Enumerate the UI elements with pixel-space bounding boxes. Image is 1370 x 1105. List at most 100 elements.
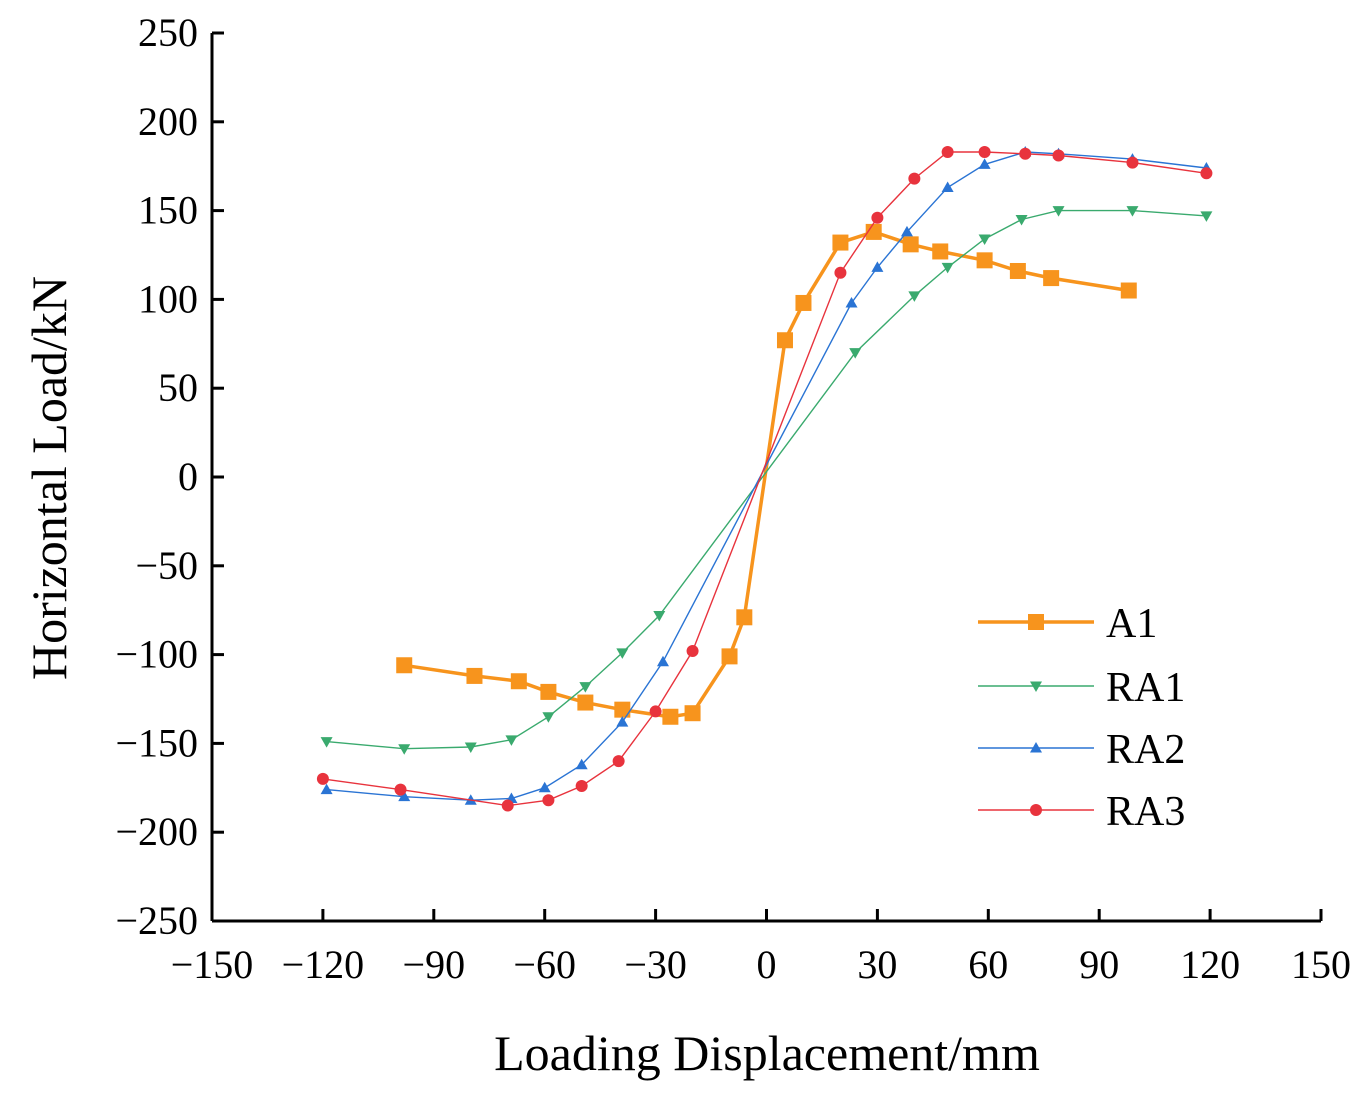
x-tick-label: −120: [282, 942, 365, 987]
data-point-a1: [540, 683, 557, 700]
data-point-a1: [577, 694, 594, 711]
data-point-a1: [736, 609, 753, 626]
data-point-a1: [1043, 270, 1060, 287]
data-point-ra1: [849, 348, 862, 359]
x-tick-label: 60: [968, 942, 1008, 987]
data-point-ra3: [575, 780, 588, 793]
series-ra3: [316, 145, 1213, 812]
data-point-ra2: [398, 790, 411, 802]
data-point-a1: [396, 657, 413, 674]
legend-label-a1: A1: [1106, 601, 1157, 647]
data-point-a1: [1120, 282, 1137, 299]
data-point-ra3: [941, 145, 954, 158]
data-point-ra3: [686, 645, 699, 658]
y-tick-label: −250: [115, 898, 198, 943]
data-point-ra2: [656, 655, 669, 667]
data-point-a1: [795, 294, 812, 311]
x-tick-label: 150: [1291, 942, 1351, 987]
data-point-ra2: [538, 781, 551, 793]
y-tick-label: 0: [178, 454, 198, 499]
y-tick-label: −200: [115, 809, 198, 854]
y-tick-label: 250: [138, 10, 198, 55]
data-point-ra3: [908, 172, 921, 185]
data-point-a1: [902, 236, 919, 253]
data-point-ra1: [579, 682, 592, 693]
data-point-ra2: [871, 261, 884, 272]
data-point-a1: [721, 648, 738, 665]
data-point-a1: [466, 667, 483, 684]
data-point-ra1: [653, 611, 666, 622]
x-tick-label: 0: [757, 942, 777, 987]
x-tick-label: 30: [857, 942, 897, 987]
data-point-ra1: [1052, 206, 1065, 217]
data-point-a1: [932, 243, 949, 260]
data-point-ra2: [978, 158, 991, 169]
data-point-ra1: [542, 712, 555, 723]
x-tick-label: −90: [403, 942, 466, 987]
data-point-ra2: [941, 181, 954, 193]
y-tick-label: 100: [138, 276, 198, 321]
data-point-ra1: [616, 648, 629, 659]
y-axis-title: Horizontal Load/kN: [21, 276, 77, 680]
x-tick-label: −30: [624, 942, 687, 987]
data-point-ra3: [612, 755, 625, 768]
legend-label-ra3: RA3: [1106, 789, 1185, 835]
x-tick-label: −60: [513, 942, 576, 987]
data-point-ra1: [398, 744, 411, 755]
series-line-a1: [403, 230, 1130, 719]
data-point-a1: [662, 708, 679, 725]
series-line-ra1: [326, 209, 1207, 750]
data-point-ra3: [978, 145, 991, 158]
legend-marker-ra2: [1030, 742, 1042, 753]
data-point-ra1: [464, 742, 477, 753]
x-tick-label: 90: [1079, 942, 1119, 987]
data-point-ra3: [542, 794, 555, 807]
legend-marker-ra1: [1030, 681, 1042, 692]
data-point-ra1: [978, 234, 991, 246]
series-a1: [396, 223, 1137, 725]
x-axis-title: Loading Displacement/mm: [494, 1025, 1040, 1081]
data-point-ra3: [871, 211, 884, 224]
series-layer: [316, 145, 1213, 812]
legend: A1 RA1 RA2 RA3: [978, 601, 1185, 835]
data-point-a1: [832, 234, 849, 251]
y-tick-label: 50: [158, 365, 198, 410]
data-point-ra2: [616, 716, 629, 727]
data-point-ra3: [1019, 147, 1032, 160]
data-point-ra1: [941, 262, 954, 274]
legend-label-ra1: RA1: [1106, 665, 1185, 711]
y-tick-label: −50: [135, 543, 198, 588]
data-point-ra2: [845, 296, 858, 308]
data-point-ra3: [501, 799, 514, 812]
data-point-a1: [1009, 262, 1026, 279]
y-tick-label: 150: [138, 188, 198, 233]
data-point-a1: [684, 705, 701, 722]
data-point-ra1: [908, 291, 921, 302]
x-tick-label: −150: [171, 942, 254, 987]
data-point-ra3: [649, 705, 662, 718]
data-point-ra1: [1015, 214, 1028, 226]
legend-label-ra2: RA2: [1106, 727, 1185, 773]
y-tick-label: −150: [115, 720, 198, 765]
data-point-ra1: [1200, 211, 1213, 222]
data-point-ra3: [316, 772, 329, 785]
data-point-ra3: [834, 266, 847, 279]
y-tick-label: 200: [138, 99, 198, 144]
data-point-a1: [614, 701, 631, 718]
data-point-ra1: [320, 737, 333, 748]
data-point-a1: [510, 673, 527, 690]
data-point-ra2: [900, 225, 913, 237]
data-point-ra3: [1052, 149, 1065, 162]
legend-marker-ra3: [1030, 804, 1042, 816]
data-point-ra2: [320, 783, 333, 795]
data-point-ra1: [1126, 206, 1139, 217]
data-point-ra2: [575, 758, 588, 770]
legend-marker-a1: [1028, 614, 1044, 630]
data-point-ra1: [505, 735, 518, 746]
x-tick-label: 120: [1180, 942, 1240, 987]
y-tick-label: −100: [115, 632, 198, 677]
data-point-a1: [976, 252, 993, 269]
data-point-ra3: [1126, 156, 1139, 169]
